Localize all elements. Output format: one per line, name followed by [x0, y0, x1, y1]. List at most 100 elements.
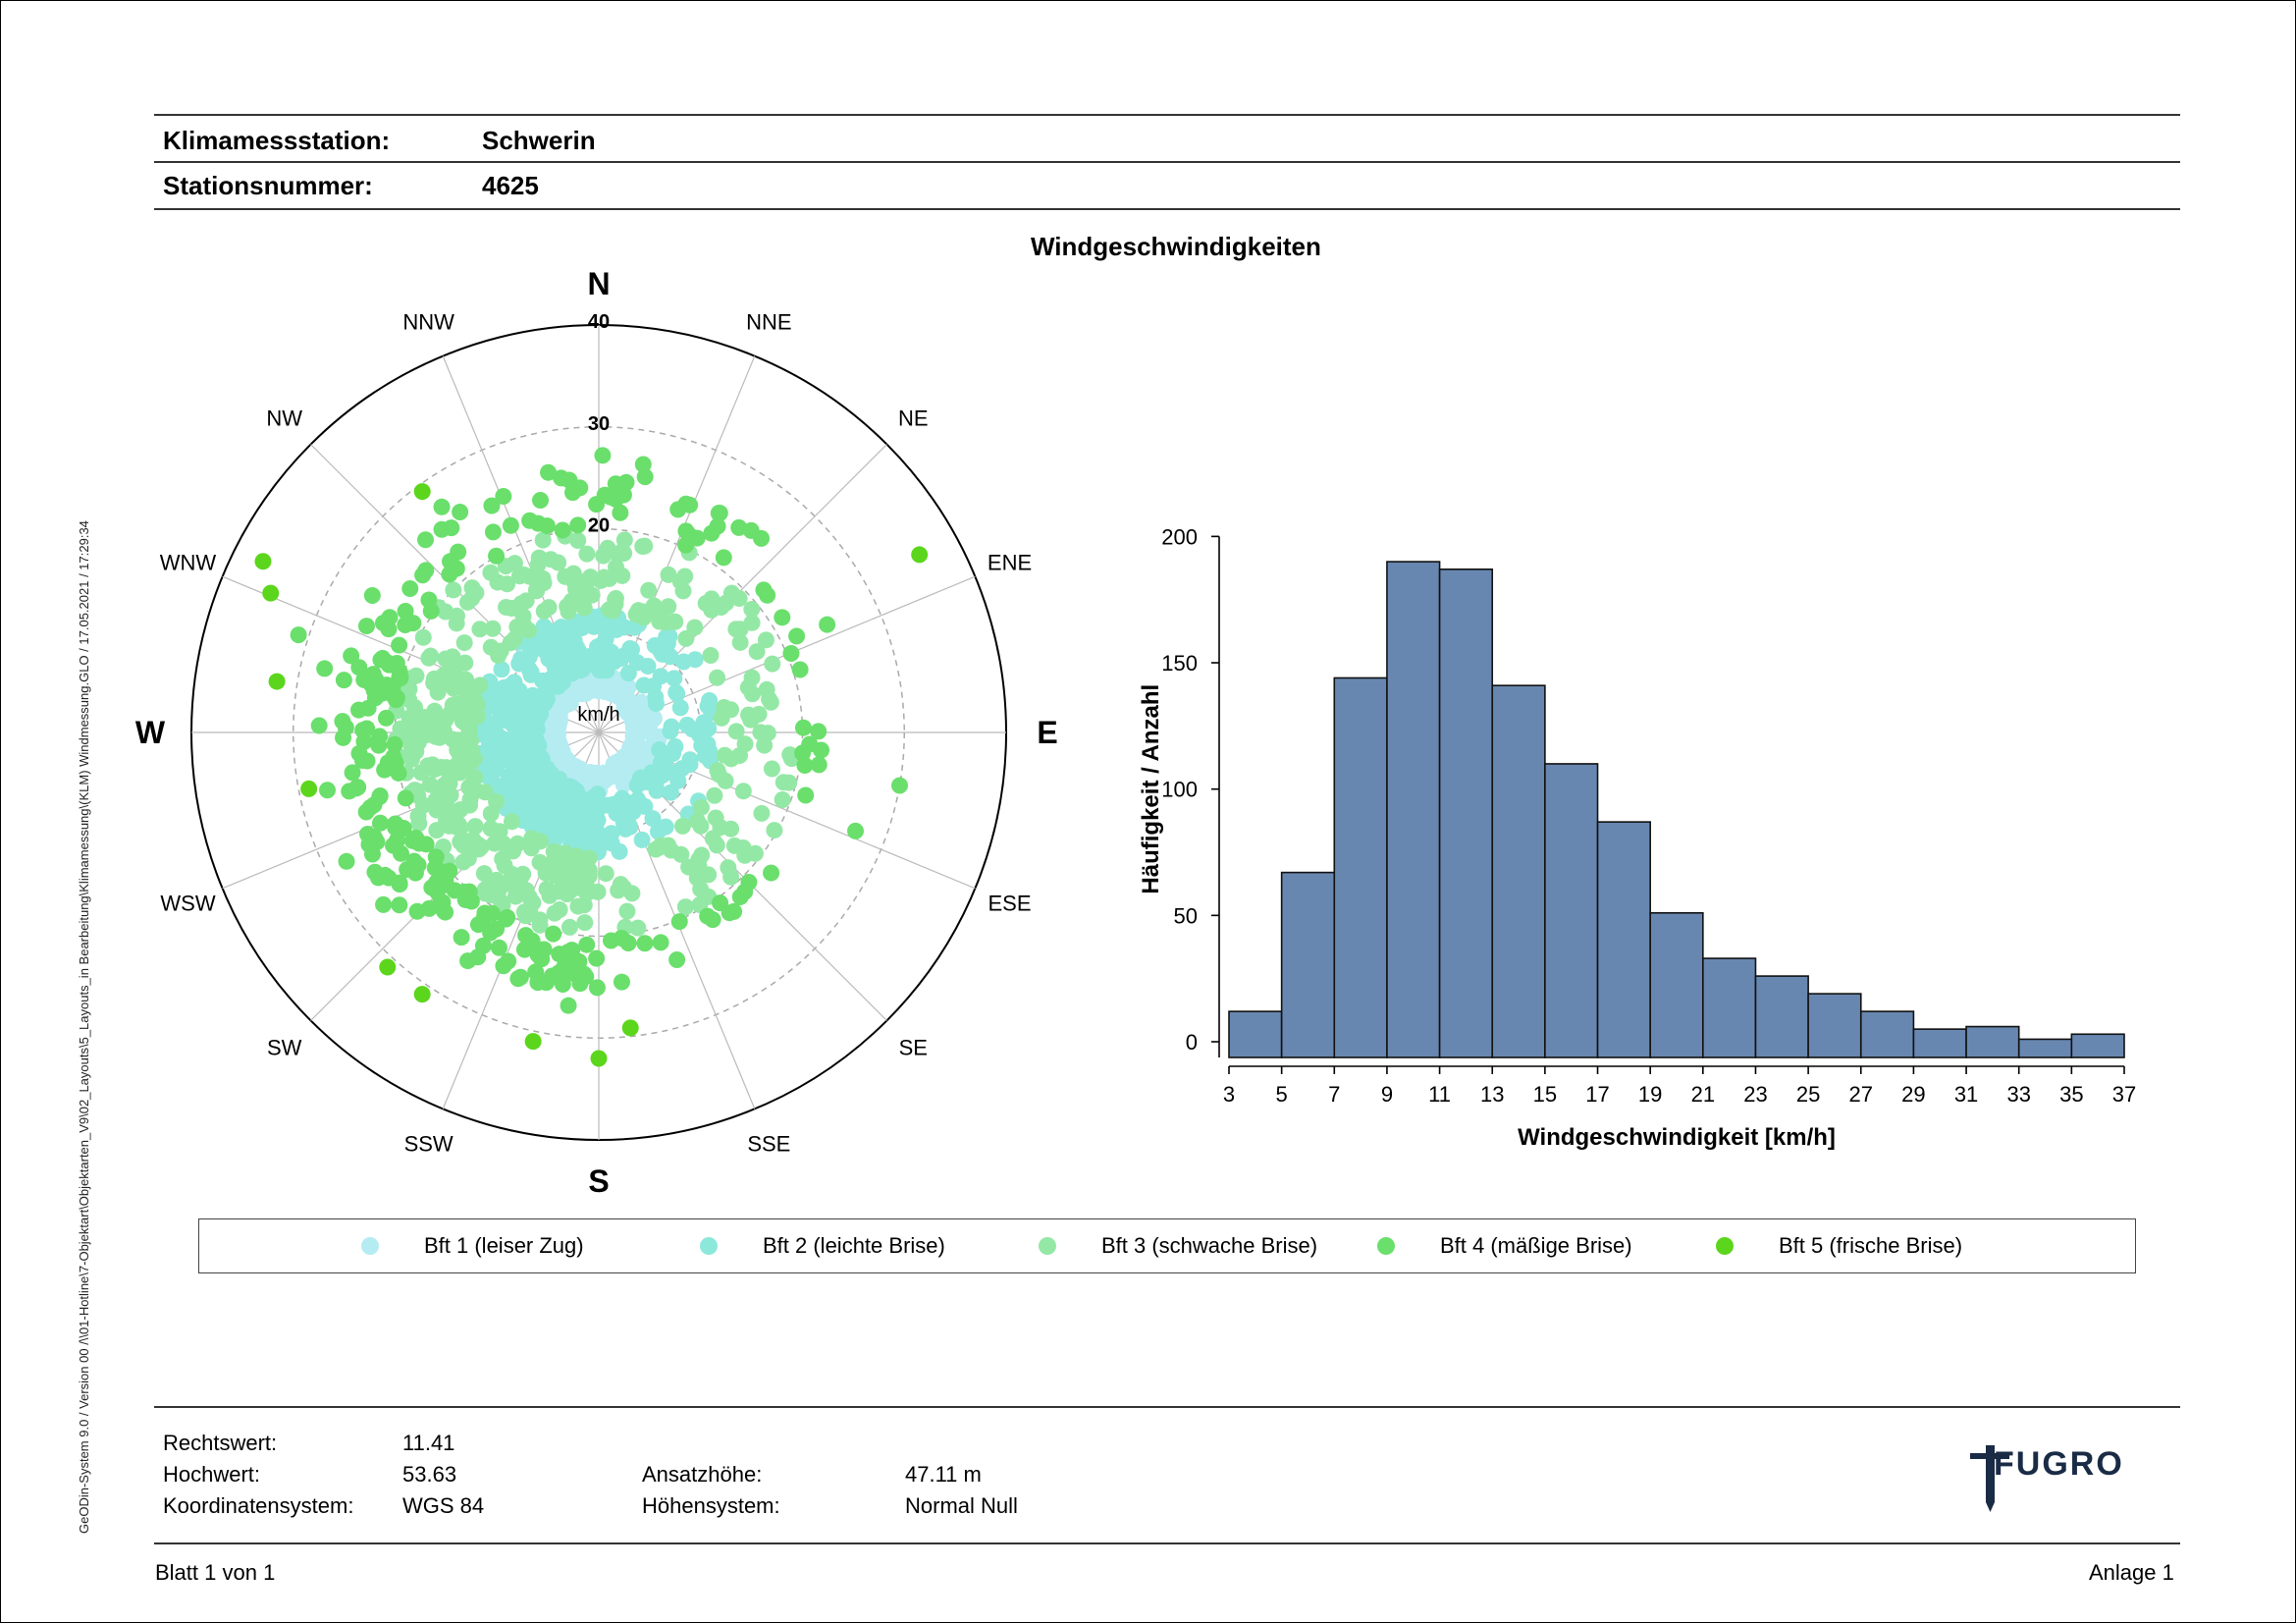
scatter-point: [454, 853, 472, 871]
scatter-point: [629, 919, 647, 937]
scatter-point: [725, 902, 743, 920]
scatter-point: [610, 882, 627, 899]
histogram-bar: [1859, 1010, 1915, 1058]
scatter-point: [370, 736, 388, 754]
scatter-point: [660, 598, 677, 616]
scatter-point: [911, 546, 929, 564]
scatter-point: [433, 520, 451, 538]
scatter-point: [445, 581, 462, 599]
scatter-point: [417, 562, 435, 579]
direction-label: W: [135, 715, 166, 750]
x-tick-label: 21: [1691, 1082, 1715, 1107]
scatter-point: [652, 668, 669, 685]
x-tick-label: 11: [1428, 1082, 1451, 1107]
scatter-point: [416, 531, 434, 549]
scatter-point: [692, 798, 710, 816]
scatter-point: [634, 456, 652, 473]
scatter-point: [644, 810, 662, 828]
scatter-points: [254, 447, 929, 1067]
scatter-point: [379, 958, 397, 976]
scatter-point: [463, 579, 481, 597]
hochwert-label: Hochwert:: [163, 1462, 261, 1487]
scatter-point: [521, 512, 539, 529]
scatter-point: [469, 916, 487, 934]
scatter-point: [618, 902, 636, 920]
scatter-point: [495, 488, 512, 506]
scatter-point: [645, 597, 663, 615]
scatter-point: [891, 777, 909, 794]
scatter-point: [797, 786, 815, 804]
header-bottom-rule: [154, 208, 2180, 210]
scatter-point: [686, 651, 704, 669]
scatter-point: [374, 615, 392, 632]
scatter-point: [666, 670, 683, 687]
scatter-point: [603, 932, 620, 949]
histogram-bar: [1912, 1028, 1967, 1058]
scatter-point: [764, 655, 781, 673]
rechtswert-label: Rechtswert:: [163, 1431, 278, 1455]
scatter-point: [730, 590, 748, 608]
x-tick-label: 29: [1901, 1082, 1925, 1107]
scatter-point: [540, 463, 558, 481]
scatter-point: [711, 505, 728, 522]
legend-item: Bft 4 (mäßige Brise): [1377, 1219, 1632, 1272]
scatter-point: [399, 860, 416, 878]
scatter-point: [397, 602, 414, 620]
legend-label: Bft 3 (schwache Brise): [1101, 1233, 1318, 1258]
scatter-point: [420, 591, 438, 609]
scatter-point: [437, 650, 454, 668]
radial-tick-label: 30: [588, 413, 610, 435]
scatter-point: [254, 553, 272, 570]
x-tick-label: 31: [1954, 1082, 1978, 1107]
scatter-point: [401, 580, 419, 598]
scatter-point: [753, 804, 771, 822]
scatter-point: [569, 516, 587, 534]
scatter-point: [397, 789, 414, 807]
legend-marker: [700, 1237, 718, 1255]
scatter-point: [736, 735, 754, 753]
x-axis-title: Windgeschwindigkeit [km/h]: [1518, 1124, 1836, 1151]
hoehensystem-value: Normal Null: [905, 1493, 1018, 1518]
scatter-point: [810, 723, 828, 740]
scatter-point: [553, 469, 570, 487]
scatter-point: [344, 764, 361, 782]
scatter-point: [743, 601, 761, 619]
scatter-point: [529, 974, 547, 992]
scatter-point: [482, 638, 500, 656]
scatter-point: [495, 957, 512, 975]
scatter-point: [421, 776, 439, 793]
scatter-point: [615, 531, 633, 549]
histogram-bar: [1333, 676, 1388, 1058]
station-number-value: 4625: [482, 171, 539, 200]
station-label: Klimamessstation:: [163, 126, 391, 155]
scatter-point: [681, 756, 699, 774]
scatter-point: [636, 468, 654, 486]
header-mid-rule: [154, 161, 2180, 163]
scatter-point: [594, 447, 612, 464]
scatter-point: [318, 782, 336, 799]
legend-item: Bft 3 (schwache Brise): [1039, 1219, 1317, 1272]
scatter-point: [425, 670, 443, 687]
scatter-point: [791, 661, 809, 678]
scatter-point: [455, 634, 473, 652]
scatter-point: [343, 647, 360, 665]
scatter-point: [590, 1050, 608, 1067]
scatter-point: [692, 817, 710, 835]
scatter-point: [524, 1033, 542, 1051]
scatter-point: [614, 776, 632, 793]
scatter-point: [397, 617, 414, 634]
direction-label: E: [1037, 715, 1057, 750]
scatter-point: [483, 497, 501, 514]
scatter-point: [668, 951, 686, 969]
page-number: Blatt 1 von 1: [155, 1560, 276, 1585]
x-tick-label: 3: [1223, 1082, 1235, 1107]
scatter-point: [391, 896, 408, 914]
scatter-point: [335, 729, 352, 746]
histogram-bar: [1596, 821, 1651, 1058]
scatter-point: [619, 934, 637, 951]
scatter-point: [456, 891, 474, 908]
scatter-point: [662, 784, 679, 801]
histogram-bar: [1491, 684, 1546, 1058]
scatter-point: [646, 710, 664, 728]
header-top-rule: [154, 114, 2180, 116]
